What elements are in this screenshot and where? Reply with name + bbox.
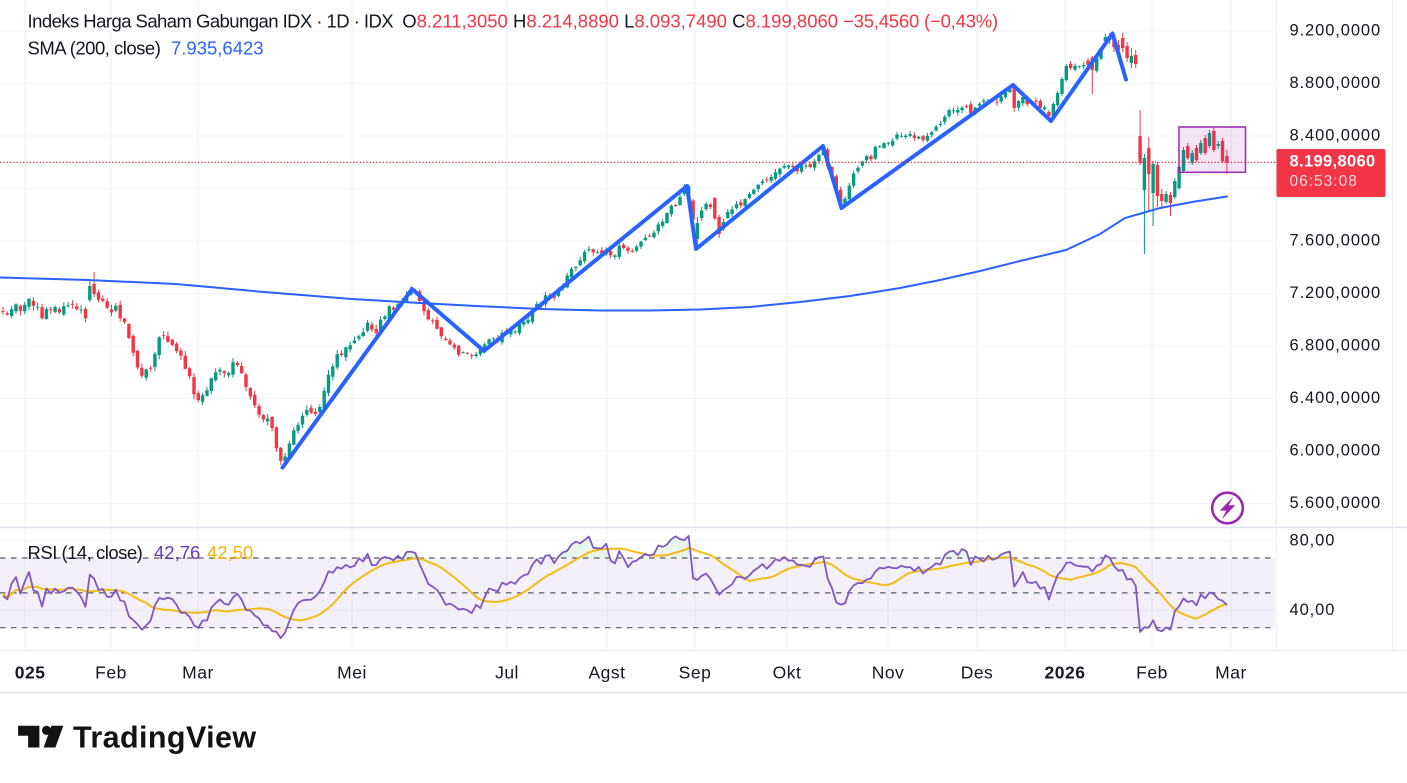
svg-text:8.800,0000: 8.800,0000 xyxy=(1290,74,1382,92)
svg-text:9.200,0000: 9.200,0000 xyxy=(1290,22,1382,40)
svg-text:Feb: Feb xyxy=(1136,663,1168,683)
svg-text:6.000,0000: 6.000,0000 xyxy=(1290,442,1382,460)
svg-text:2025: 2025 xyxy=(5,663,46,683)
svg-text:8.400,0000: 8.400,0000 xyxy=(1290,127,1382,145)
svg-text:Mar: Mar xyxy=(182,663,214,683)
svg-text:5.600,0000: 5.600,0000 xyxy=(1290,494,1382,512)
svg-text:40,00: 40,00 xyxy=(1290,601,1336,619)
svg-text:06:53:08: 06:53:08 xyxy=(1290,173,1358,190)
svg-text:Des: Des xyxy=(961,663,994,683)
svg-text:Jul: Jul xyxy=(495,663,519,683)
svg-text:8.199,8060: 8.199,8060 xyxy=(1290,153,1376,171)
svg-text:Sep: Sep xyxy=(679,663,712,683)
svg-text:Nov: Nov xyxy=(872,663,905,683)
svg-text:Indeks Harga Saham Gabungan ID: Indeks Harga Saham Gabungan IDX · 1D · I… xyxy=(28,11,999,32)
svg-text:6.800,0000: 6.800,0000 xyxy=(1290,337,1382,355)
svg-text:7.200,0000: 7.200,0000 xyxy=(1290,284,1382,302)
svg-text:7.600,0000: 7.600,0000 xyxy=(1290,232,1382,250)
svg-text:80,00: 80,00 xyxy=(1290,531,1336,549)
svg-text:Mei: Mei xyxy=(337,663,367,683)
svg-text:TradingView: TradingView xyxy=(73,721,257,755)
svg-text:SMA (200, close)7.935,6423: SMA (200, close) 7.935,6423 xyxy=(28,38,264,59)
svg-text:2026: 2026 xyxy=(1045,663,1086,683)
svg-text:Feb: Feb xyxy=(95,663,127,683)
svg-text:Agst: Agst xyxy=(588,663,625,683)
svg-text:Mar: Mar xyxy=(1215,663,1247,683)
svg-text:Okt: Okt xyxy=(773,663,802,683)
svg-text:6.400,0000: 6.400,0000 xyxy=(1290,389,1382,407)
